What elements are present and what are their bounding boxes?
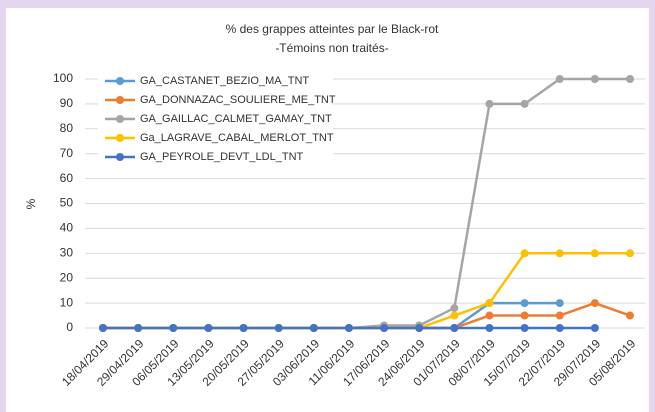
y-tick-label: 0 [66,320,73,334]
data-point [274,324,283,332]
data-point [99,324,107,332]
y-tick-label: 80 [60,121,74,135]
legend-label: GA_DONNAZAC_SOULIERE_ME_TNT [140,94,336,106]
legend-label: GA_PEYROLE_DEVT_LDL_TNT [140,151,304,163]
y-tick-label: 100 [53,71,73,85]
y-tick-label: 10 [60,295,74,309]
legend-box [98,72,333,166]
legend-marker [116,96,124,104]
data-point [309,324,318,332]
data-point [590,75,599,83]
legend-marker [116,77,124,85]
legend-marker [116,153,124,161]
y-tick-label: 20 [60,270,74,284]
data-point [485,311,494,320]
data-point [555,249,564,258]
data-point [485,324,494,332]
data-point [520,324,529,332]
legend-label: GA_GAILLAC_CALMET_GAMAY_TNT [140,113,332,125]
data-point [555,75,564,83]
y-axis-label: % [24,198,38,209]
data-point [485,299,494,308]
data-point [555,299,564,308]
legend-marker [116,134,124,142]
data-point [626,75,634,83]
data-point [555,324,564,332]
data-point [520,311,529,320]
legend-marker [116,115,124,123]
data-point [169,324,178,332]
data-point [344,324,353,332]
data-point [134,324,143,332]
data-point [626,311,634,320]
y-tick-label: 60 [60,171,74,185]
data-point [590,249,599,258]
y-tick-label: 50 [60,196,74,210]
data-point [239,324,248,332]
y-tick-label: 40 [60,221,74,235]
chart-subtitle: -Témoins non traités- [275,41,388,55]
legend-label: GA_CASTANET_BEZIO_MA_TNT [140,75,309,87]
y-tick-label: 70 [60,146,74,160]
data-point [204,324,213,332]
data-point [485,99,494,108]
y-tick-label: 30 [60,245,74,259]
data-point [520,299,529,308]
data-point [626,249,634,258]
data-point [415,324,424,332]
data-point [520,249,529,258]
legend-label: Ga_LAGRAVE_CABAL_MERLOT_TNT [140,132,334,144]
data-point [450,311,459,320]
data-point [520,99,529,108]
data-point [450,324,459,332]
data-point [450,304,459,313]
chart-title: % des grappes atteintes par le Black-rot [226,22,439,36]
data-point [555,311,564,320]
data-point [380,324,389,332]
data-point [590,324,599,332]
y-tick-label: 90 [60,96,74,110]
data-point [590,299,599,308]
